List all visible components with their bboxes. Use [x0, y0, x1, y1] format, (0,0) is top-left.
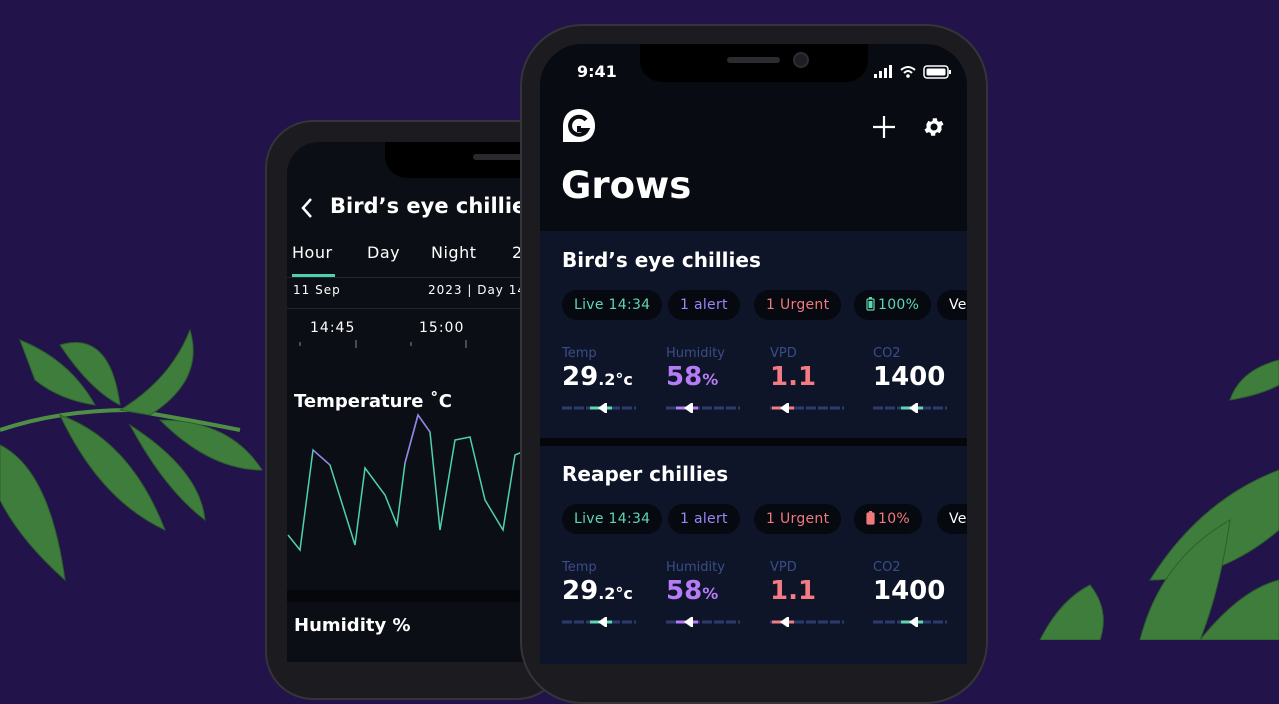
metric-slider: [666, 403, 740, 413]
status-chip: 1 Urgent: [754, 290, 842, 320]
value-main: 1400: [873, 576, 946, 606]
status-chip: Live 14:34: [562, 504, 663, 534]
metric-label: Humidity: [666, 346, 725, 361]
section-title: Temperature ˚C: [294, 391, 452, 412]
value-main: 58: [666, 576, 703, 606]
divider: [287, 308, 547, 309]
value-unit: °c: [615, 584, 633, 603]
battery-icon: [866, 511, 875, 525]
value-decimal: .2: [598, 370, 616, 389]
page: Bird’s eye chillies Hour Day Night 2 11 …: [0, 24, 1279, 704]
back-screen: Bird’s eye chillies Hour Day Night 2 11 …: [287, 142, 547, 662]
tab[interactable]: Hour: [292, 243, 333, 262]
time-ticks: [299, 340, 522, 348]
value-main: 1.1: [770, 362, 817, 392]
divider: [287, 590, 547, 602]
tab[interactable]: Day: [367, 243, 401, 262]
status-chip: Ve: [937, 290, 967, 320]
grow-name: Reaper chillies: [562, 462, 729, 486]
status-chip: 1 Urgent: [754, 504, 842, 534]
metric-label: Temp: [562, 560, 597, 575]
metric-slider: [873, 617, 947, 627]
chip-text: Veg:: [949, 511, 967, 527]
value-main: 58: [666, 362, 703, 392]
front-screen: 9:41 Grows Bird’s eye chillies Live 14:34…: [540, 44, 967, 664]
status-chip: 10%: [854, 504, 923, 534]
metric-label: CO2: [873, 560, 901, 575]
metric-label: Temp: [562, 346, 597, 361]
grow-card[interactable]: Reaper chillies Live 14:34 1 alert 1 Urgent…: [540, 446, 967, 652]
value-main: 1.1: [770, 576, 817, 606]
settings-button[interactable]: [922, 115, 946, 139]
page-title: Grows: [561, 164, 692, 207]
tab[interactable]: 2: [512, 243, 523, 262]
metric-slider: [666, 617, 740, 627]
speaker: [473, 154, 533, 160]
divider: [540, 438, 967, 446]
tab-underline: [292, 274, 335, 277]
chip-text: 100%: [878, 297, 920, 313]
metric-slider: [562, 403, 636, 413]
chip-text: Live 14:34: [574, 297, 651, 313]
metric-label: CO2: [873, 346, 901, 361]
grow-card[interactable]: Bird’s eye chillies Live 14:34 1 alert 1 Ur…: [540, 232, 967, 438]
metric-label: Humidity: [666, 560, 725, 575]
metric-slider: [562, 617, 636, 627]
metric-value: 58%: [666, 576, 718, 606]
metric-value: 1400: [873, 576, 945, 606]
chip-text: Ve: [949, 297, 967, 313]
metric-label: VPD: [770, 346, 797, 361]
app-logo: [563, 109, 595, 142]
status-chip: Veg:: [937, 504, 967, 534]
background-leaves: [0, 328, 1279, 640]
chip-text: Live 14:34: [574, 511, 651, 527]
status-chip: Live 14:34: [562, 290, 663, 320]
speaker: [727, 57, 780, 63]
value-main: 29: [562, 576, 599, 606]
metric-value: 29.2°c: [562, 576, 633, 606]
camera: [793, 52, 809, 68]
metric-value: 29.2°c: [562, 362, 633, 392]
date-right: 2023 | Day 14: [428, 283, 526, 297]
metric-slider: [873, 403, 947, 413]
status-time: 9:41: [577, 62, 617, 81]
detail-title: Bird’s eye chillies: [330, 194, 539, 218]
chip-text: 10%: [878, 511, 911, 527]
grow-name: Bird’s eye chillies: [562, 248, 761, 272]
time-label: 15:00: [419, 320, 465, 336]
divider: [287, 277, 547, 278]
metric-slider: [770, 617, 844, 627]
date-left: 11 Sep: [293, 283, 341, 297]
chip-text: 1 alert: [680, 297, 728, 313]
chip-text: 1 Urgent: [766, 297, 830, 313]
notch: [640, 44, 868, 82]
add-button[interactable]: [872, 115, 896, 139]
chip-text: 1 Urgent: [766, 511, 830, 527]
value-unit: °c: [615, 370, 633, 389]
temperature-line: [287, 413, 528, 552]
metric-value: 1.1: [770, 362, 816, 392]
battery-icon: [866, 297, 875, 311]
chip-text: 1 alert: [680, 511, 728, 527]
back-icon[interactable]: [299, 197, 315, 219]
status-chip: 100%: [854, 290, 932, 320]
metric-slider: [770, 403, 844, 413]
metric-value: 1400: [873, 362, 945, 392]
time-label: 14:45: [310, 320, 356, 336]
metric-label: VPD: [770, 560, 797, 575]
value-unit: %: [702, 584, 719, 603]
tab[interactable]: Night: [431, 243, 477, 262]
status-chip: 1 alert: [668, 504, 740, 534]
value-decimal: .2: [598, 584, 616, 603]
status-chip: 1 alert: [668, 290, 740, 320]
value-unit: %: [702, 370, 719, 389]
section-title: Humidity %: [294, 615, 411, 636]
metric-value: 1.1: [770, 576, 816, 606]
status-icons: [874, 65, 951, 79]
metric-value: 58%: [666, 362, 718, 392]
value-main: 1400: [873, 362, 946, 392]
value-main: 29: [562, 362, 599, 392]
